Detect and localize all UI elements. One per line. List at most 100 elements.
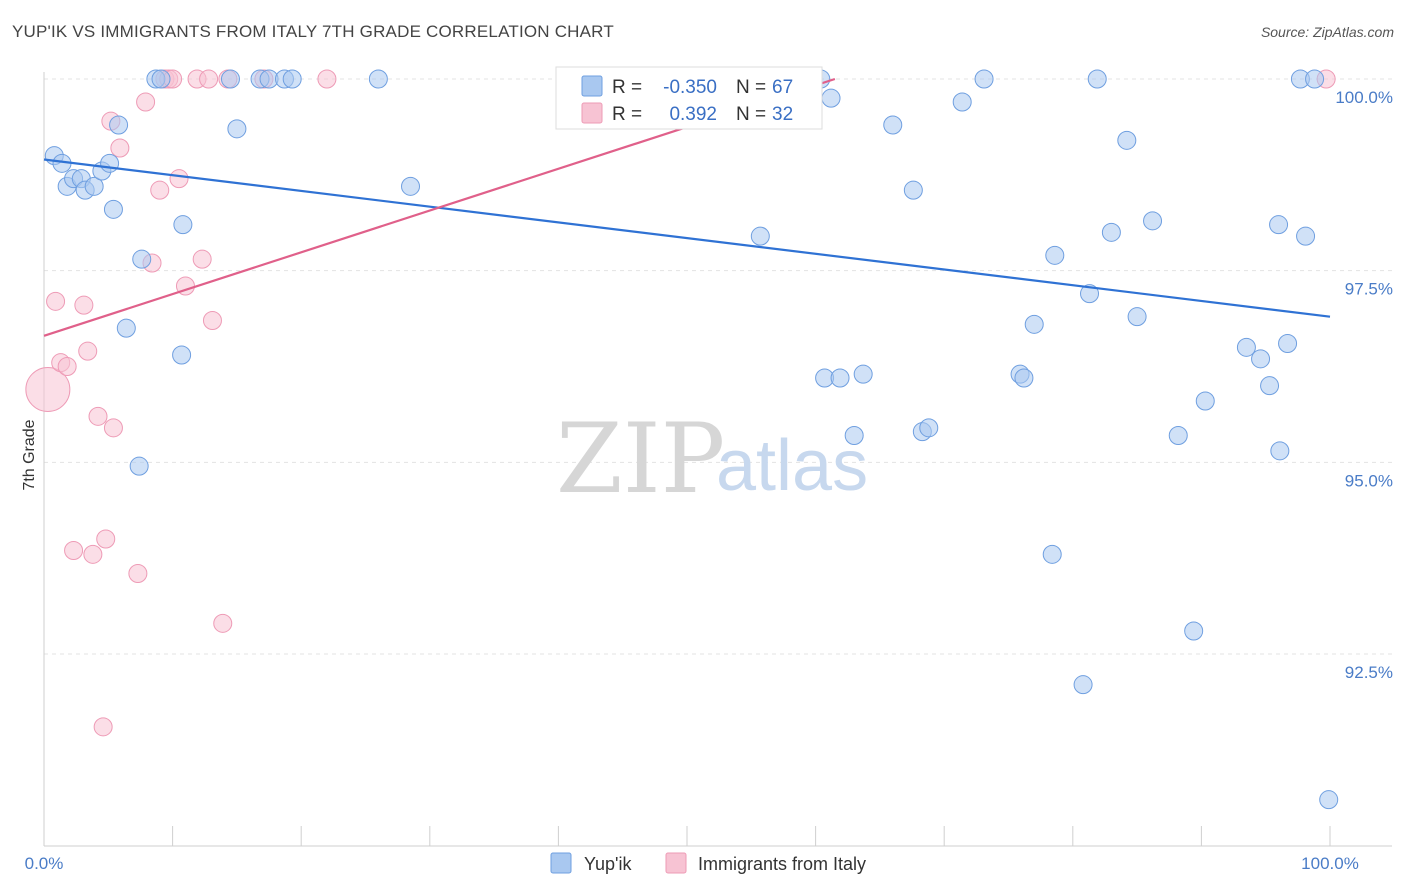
y-axis-title: 7th Grade (21, 419, 38, 490)
legend-yupik-r-value: -0.350 (663, 77, 717, 98)
italy-point-3 (57, 357, 77, 376)
yupik-point-62 (1278, 334, 1298, 353)
yupik-point-44 (1024, 314, 1044, 334)
italy-point-14 (128, 564, 148, 583)
italy-point-25 (199, 69, 219, 89)
yupik-point-41 (974, 69, 994, 89)
yupik-point-16 (173, 215, 193, 235)
yupik-point-34 (844, 426, 864, 445)
italy-point-12 (103, 418, 123, 438)
bottom-legend-italy-swatch (665, 852, 687, 874)
yupik-point-9 (103, 199, 123, 219)
yupik-point-39 (919, 418, 939, 438)
y-tick-label-3: 92.5% (1345, 663, 1393, 682)
italy-point-13 (110, 138, 130, 158)
yupik-point-13 (132, 249, 152, 269)
x-tick-label-0: 0.0% (25, 854, 64, 873)
legend-italy-swatch (581, 102, 603, 124)
italy-point-27 (213, 613, 233, 633)
yupik-point-43 (1014, 368, 1034, 388)
legend-yupik-n-label: N = (736, 77, 766, 98)
yupik-point-57 (1236, 337, 1256, 357)
watermark-atlas: atlas (716, 426, 868, 506)
italy-point-5 (74, 295, 94, 315)
yupik-point-37 (903, 180, 923, 200)
yupik-point-11 (116, 318, 136, 338)
bottom-legend: Yup'ik Immigrants from Italy (550, 852, 866, 874)
italy-point-26 (202, 311, 222, 330)
italy-point-10 (96, 529, 116, 549)
y-tick-label-1: 97.5% (1345, 280, 1393, 299)
yupik-point-58 (1251, 349, 1271, 369)
italy-points (25, 69, 1336, 737)
yupik-point-47 (1073, 675, 1093, 695)
italy-point-21 (169, 169, 189, 189)
yupik-point-53 (1143, 211, 1163, 231)
watermark-zip: ZIP (556, 403, 725, 515)
italy-point-17 (150, 180, 170, 200)
italy-point-15 (136, 92, 156, 112)
yupik-point-51 (1117, 130, 1137, 150)
y-tick-label-0: 100.0% (1335, 88, 1393, 107)
bottom-legend-yupik-swatch (550, 852, 572, 874)
legend: R = -0.350 N = 67 R = 0.392 N = 32 (555, 66, 823, 130)
x-tick-label-1: 100.0% (1301, 854, 1359, 873)
italy-point-30 (317, 69, 337, 89)
watermark: ZIP atlas (556, 403, 868, 515)
legend-yupik-swatch (581, 75, 603, 97)
yupik-point-33 (830, 368, 850, 388)
yupik-point-18 (220, 69, 240, 89)
yupik-point-61 (1270, 441, 1290, 461)
legend-italy-r-value: 0.392 (669, 104, 717, 125)
yupik-point-25 (401, 176, 421, 196)
legend-italy-r-label: R = (612, 104, 642, 125)
yupik-point-35 (853, 364, 873, 384)
gridlines (44, 78, 1392, 655)
x-ticks (43, 826, 1331, 846)
yupik-point-54 (1168, 426, 1188, 445)
yupik-point-55 (1184, 621, 1204, 641)
yupik-point-24 (368, 69, 388, 89)
yupik-point-32 (821, 88, 841, 108)
yupik-point-23 (282, 69, 302, 89)
x-tick-labels: 0.0% 100.0% (25, 854, 1359, 873)
legend-yupik-r-label: R = (612, 77, 642, 98)
yupik-point-29 (750, 226, 770, 246)
italy-point-6 (78, 341, 98, 361)
yupik-point-46 (1045, 245, 1065, 265)
yupik-point-56 (1195, 391, 1215, 411)
legend-italy-n-value: 32 (772, 104, 793, 125)
yupik-point-65 (1305, 69, 1325, 89)
yupik-point-19 (227, 119, 247, 139)
yupik-point-6 (84, 176, 104, 196)
yupik-point-10 (109, 115, 129, 135)
italy-point-24 (192, 249, 212, 269)
yupik-point-50 (1101, 222, 1121, 242)
yupik-point-45 (1042, 544, 1062, 564)
yupik-point-17 (172, 345, 192, 365)
yupik-point-36 (883, 115, 903, 135)
italy-point-9 (93, 717, 113, 737)
yupik-point-66 (1319, 790, 1339, 810)
yupik-point-49 (1087, 69, 1107, 89)
yupik-trend-line (43, 158, 1331, 318)
y-tick-labels: 100.0% 97.5% 95.0% 92.5% (1335, 88, 1393, 682)
chart-title: YUP'IK VS IMMIGRANTS FROM ITALY 7TH GRAD… (12, 22, 614, 41)
yupik-point-12 (129, 456, 149, 476)
legend-italy-n-label: N = (736, 104, 766, 125)
italy-point-7 (83, 544, 103, 564)
y-tick-label-2: 95.0% (1345, 471, 1393, 490)
legend-yupik-n-value: 67 (772, 77, 793, 98)
yupik-point-64 (1296, 226, 1316, 246)
yupik-point-8 (100, 153, 120, 173)
yupik-point-59 (1260, 376, 1280, 396)
chart-source: Source: ZipAtlas.com (1260, 24, 1394, 40)
italy-point-0 (25, 367, 71, 412)
yupik-point-60 (1269, 215, 1289, 235)
axes (43, 72, 1392, 847)
yupik-point-15 (151, 69, 171, 89)
italy-point-4 (64, 541, 84, 560)
italy-point-1 (46, 291, 66, 311)
italy-point-8 (88, 406, 108, 426)
